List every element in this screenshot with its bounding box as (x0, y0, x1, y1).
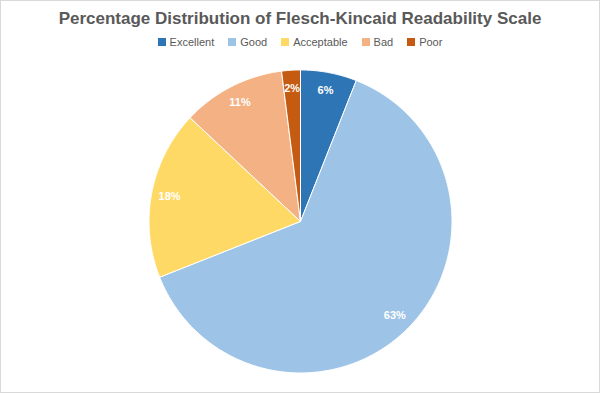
svg-text:2%: 2% (284, 82, 300, 94)
html-text:Acceptable: Acceptable (293, 36, 348, 48)
svg-text:18%: 18% (159, 190, 181, 202)
html-text:Good: Good (240, 36, 268, 48)
svg-text:11%: 11% (229, 96, 251, 108)
svg-text:63%: 63% (384, 309, 406, 321)
html-text:Bad: Bad (373, 36, 394, 48)
html-text:Percentage Distribution of Fle: Percentage Distribution of Flesch-Kincai… (58, 9, 542, 28)
html-text:Poor: Poor (419, 36, 443, 48)
html-text:Excellent: Excellent (169, 36, 215, 48)
svg-text:6%: 6% (318, 84, 334, 96)
